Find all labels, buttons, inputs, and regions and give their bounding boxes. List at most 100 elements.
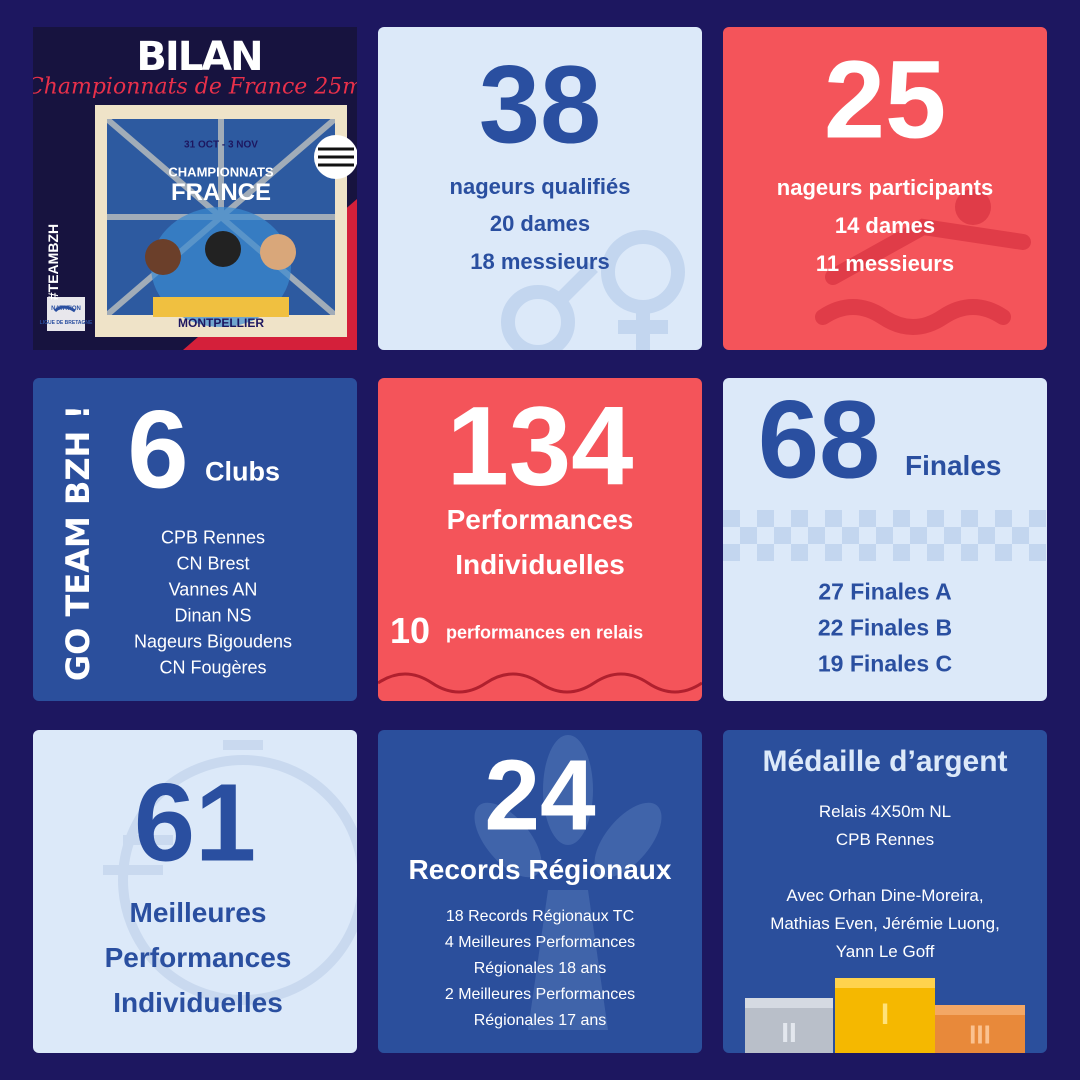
podium-label: III [969, 1019, 991, 1050]
stat-line: 11 messieurs [815, 251, 955, 276]
checker-square [774, 527, 791, 544]
poster-title: FRANCE [171, 179, 271, 206]
card-qualified: 38 nageurs qualifiés 20 dames 18 messieu… [378, 27, 702, 350]
relay-number: 10 [390, 610, 431, 651]
card-medal: II I III Médaille d’argent Relais 4X50m … [723, 730, 1047, 1053]
medal-title: Médaille d’argent [762, 745, 1008, 778]
logo-name: NATATION [51, 306, 81, 312]
checker-square [791, 544, 808, 561]
checker-square [842, 527, 859, 544]
checker-square [757, 544, 774, 561]
checker-square [876, 527, 893, 544]
club: CPB Rennes [160, 527, 266, 548]
checker-square [978, 527, 995, 544]
record-line: 4 Meilleures Performances [444, 934, 636, 951]
record-line: 18 Records Régionaux TC [445, 908, 635, 925]
card-best: 61 Meilleures Performances Individuelles [33, 730, 357, 1053]
stat-number: 68 [757, 378, 881, 502]
checker-square [893, 510, 910, 527]
stat-number: 24 [484, 739, 596, 852]
checker-square [995, 510, 1012, 527]
stat-line: 14 dames [834, 213, 936, 238]
checker-square [825, 544, 842, 561]
checker-square [859, 510, 876, 527]
stat-label: Records Régionaux [408, 854, 672, 885]
stopwatch-icon [103, 740, 357, 1005]
subtitle: Championnats de France 25m [33, 74, 357, 100]
checker-square [808, 527, 825, 544]
checker-square [961, 510, 978, 527]
club: Nageurs Bigoudens [133, 631, 293, 652]
stat-line: Individuelles [113, 987, 283, 1018]
poster-art [47, 105, 357, 350]
poster-dates: 31 OCT - 3 NOV [184, 139, 258, 151]
checker-square [995, 544, 1012, 561]
ermine-icon [474, 735, 662, 1030]
checker-square [944, 527, 961, 544]
final-line: 22 Finales B [817, 614, 953, 641]
record-line: Régionales 18 ans [473, 960, 607, 977]
stat-line: nageurs qualifiés [449, 174, 631, 199]
stat-number: 134 [446, 383, 634, 509]
card-clubs: GO TEAM BZH ! 6 Clubs CPB Rennes CN Bres… [33, 378, 357, 701]
checker-square [723, 544, 740, 561]
poster-block: BILAN Championnats de France 25m #TEAMBZ… [33, 27, 357, 350]
poster-title: CHAMPIONNATS [168, 164, 274, 180]
checker-square [825, 510, 842, 527]
checker-square [1029, 544, 1046, 561]
club: CN Fougères [159, 657, 267, 678]
checker-square [1029, 510, 1046, 527]
poster-city: MONTPELLIER [178, 316, 264, 330]
checker-square [927, 544, 944, 561]
podium-label: I [880, 998, 890, 1031]
stat-number: 6 [127, 388, 189, 512]
card-performances: 134 Performances Individuelles 10 perfor… [378, 378, 702, 701]
swimmer-icon [815, 189, 1031, 335]
checker-square [927, 510, 944, 527]
stat-label: Finales [905, 450, 1002, 481]
logo-league: LIGUE DE BRETAGNE [39, 320, 93, 326]
podium-label: II [781, 1017, 797, 1048]
relay-label: performances en relais [446, 622, 644, 643]
checker-square [791, 510, 808, 527]
checker-square [910, 527, 927, 544]
stat-number: 38 [478, 43, 602, 167]
card-participants: 25 nageurs participants 14 dames 11 mess… [723, 27, 1047, 350]
gender-icons [501, 230, 685, 350]
medal-line: Yann Le Goff [835, 942, 935, 961]
club: CN Brest [176, 553, 250, 574]
hashtag: #TEAMBZH [45, 223, 61, 301]
wave [378, 672, 702, 694]
stat-line: Meilleures [129, 897, 267, 928]
stat-line: 20 dames [489, 211, 591, 236]
checker-square [740, 527, 757, 544]
stat-label: Clubs [205, 456, 281, 487]
stat-line: Individuelles [455, 549, 625, 580]
stat-line: Performances [446, 504, 634, 535]
stat-line: Performances [104, 942, 292, 973]
stat-number: 61 [133, 761, 257, 885]
checker-band [723, 510, 1046, 561]
medal-line: Relais 4X50m NL [818, 802, 952, 821]
medal-line: CPB Rennes [835, 830, 935, 849]
medal-line: Mathias Even, Jérémie Luong, [770, 914, 1000, 933]
checker-square [961, 544, 978, 561]
stat-line: nageurs participants [776, 175, 994, 200]
final-line: 27 Finales A [818, 578, 952, 605]
medal-line: Avec Orhan Dine-Moreira, [786, 886, 984, 905]
card-records: 24 Records Régionaux 18 Records Régionau… [378, 730, 702, 1053]
final-line: 19 Finales C [817, 650, 953, 677]
record-line: Régionales 17 ans [473, 1012, 607, 1029]
stat-line: 18 messieurs [470, 249, 610, 274]
checker-square [893, 544, 910, 561]
title: BILAN [136, 34, 263, 80]
checker-square [859, 544, 876, 561]
record-line: 2 Meilleures Performances [444, 986, 636, 1003]
checker-square [1012, 527, 1029, 544]
club: Vannes AN [168, 579, 258, 600]
slogan: GO TEAM BZH ! [59, 404, 97, 682]
checker-square [757, 510, 774, 527]
podium [745, 978, 1025, 1053]
stat-number: 25 [823, 38, 947, 162]
